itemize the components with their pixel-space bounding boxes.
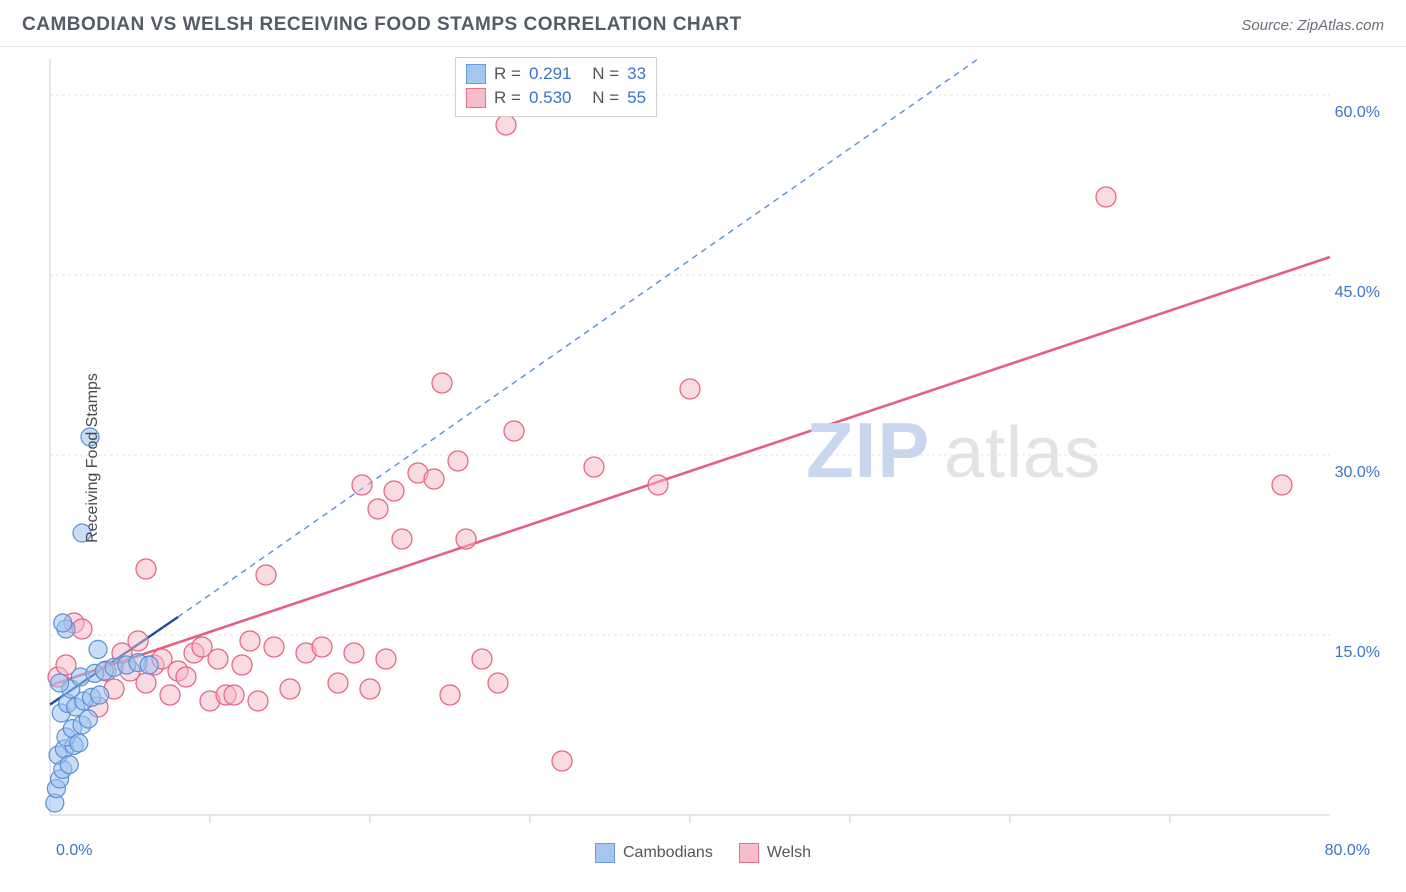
legend-label-welsh: Welsh — [767, 844, 811, 862]
svg-text:45.0%: 45.0% — [1335, 284, 1380, 301]
scatter-chart-svg: 15.0% 30.0% 45.0% 60.0% 0.0% 80.0% — [0, 47, 1406, 869]
stats-legend: R = 0.291 N = 33 R = 0.530 N = 55 — [455, 57, 657, 117]
r-label: R = — [494, 62, 521, 86]
svg-text:15.0%: 15.0% — [1335, 644, 1380, 661]
stats-row-welsh: R = 0.530 N = 55 — [466, 86, 646, 110]
swatch-welsh-bottom — [739, 843, 759, 863]
svg-text:80.0%: 80.0% — [1325, 842, 1370, 859]
n-label: N = — [592, 62, 619, 86]
swatch-cambodians-bottom — [595, 843, 615, 863]
chart-header: CAMBODIAN VS WELSH RECEIVING FOOD STAMPS… — [0, 0, 1406, 47]
r-value-cambodians: 0.291 — [529, 62, 572, 86]
source-value: ZipAtlas.com — [1297, 17, 1384, 34]
y-axis-label: Receiving Food Stamps — [84, 373, 102, 543]
plot-area: Receiving Food Stamps 15.0% 30.0% 45.0% 60.… — [0, 47, 1406, 869]
n-value-welsh: 55 — [627, 86, 646, 110]
r-value-welsh: 0.530 — [529, 86, 572, 110]
legend-label-cambodians: Cambodians — [623, 844, 713, 862]
legend-item-cambodians: Cambodians — [595, 843, 713, 863]
svg-text:30.0%: 30.0% — [1335, 464, 1380, 481]
n-value-cambodians: 33 — [627, 62, 646, 86]
source-attribution: Source: ZipAtlas.com — [1241, 17, 1384, 34]
swatch-welsh — [466, 88, 486, 108]
stats-row-cambodians: R = 0.291 N = 33 — [466, 62, 646, 86]
chart-title: CAMBODIAN VS WELSH RECEIVING FOOD STAMPS… — [22, 14, 742, 36]
svg-text:0.0%: 0.0% — [56, 842, 92, 859]
legend-item-welsh: Welsh — [739, 843, 811, 863]
series-legend: Cambodians Welsh — [595, 843, 811, 863]
r-label: R = — [494, 86, 521, 110]
swatch-cambodians — [466, 64, 486, 84]
svg-text:60.0%: 60.0% — [1335, 104, 1380, 121]
n-label: N = — [592, 86, 619, 110]
source-label: Source: — [1241, 17, 1293, 34]
